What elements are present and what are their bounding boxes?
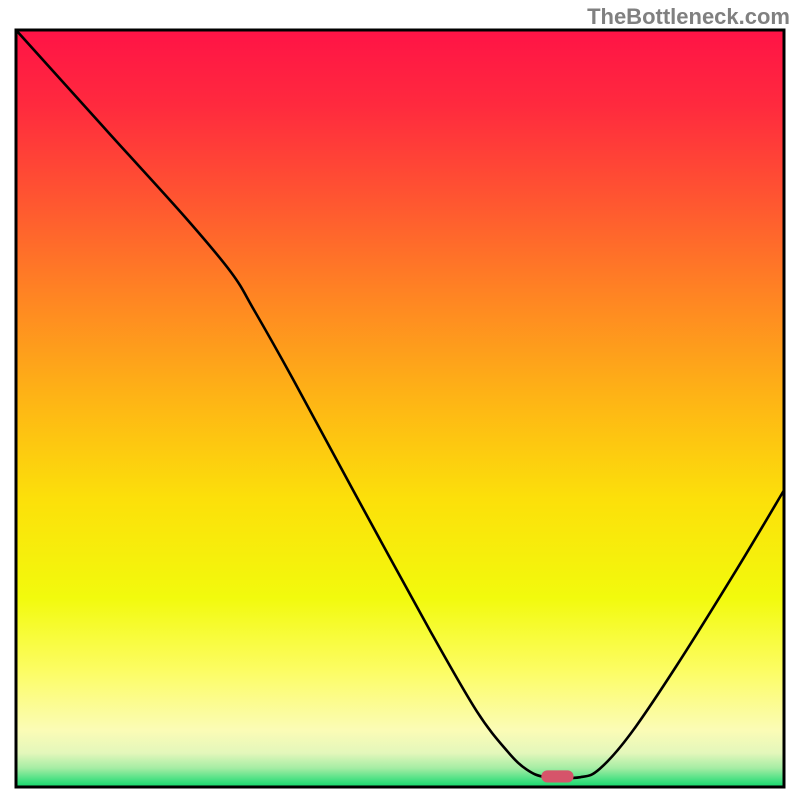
chart-container: TheBottleneck.com [0, 0, 800, 800]
watermark-text: TheBottleneck.com [587, 4, 790, 30]
bottleneck-chart [0, 0, 800, 800]
gradient-background [16, 30, 784, 787]
optimal-marker [541, 770, 573, 782]
